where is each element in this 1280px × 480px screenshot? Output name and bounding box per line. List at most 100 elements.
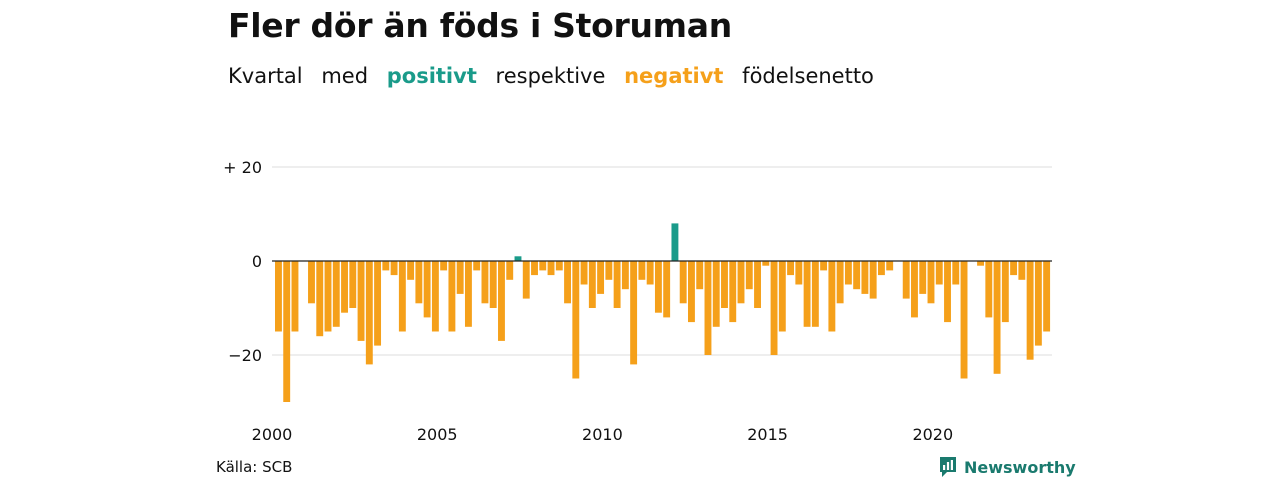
bar	[308, 261, 315, 304]
bar	[531, 261, 538, 276]
bar	[440, 261, 448, 271]
bar	[754, 261, 761, 308]
bar	[663, 261, 671, 318]
bar	[877, 261, 885, 276]
bar	[514, 256, 522, 261]
bar	[341, 261, 348, 313]
bar	[547, 261, 555, 276]
bar	[423, 261, 431, 318]
bar	[778, 261, 786, 332]
bar	[696, 261, 704, 290]
bar	[572, 261, 580, 379]
bar	[374, 261, 382, 346]
brand-name: Newsworthy	[964, 457, 1076, 477]
bar	[985, 261, 993, 318]
chart-subtitle: Kvartal med positivt respektive negativt…	[228, 64, 886, 88]
bar	[1010, 261, 1018, 276]
bar	[630, 261, 638, 365]
bar	[415, 261, 423, 304]
bar	[844, 261, 852, 285]
bar	[332, 261, 340, 327]
bar	[919, 261, 927, 294]
bar	[431, 261, 439, 332]
newsworthy-logo-icon	[940, 457, 956, 477]
bar	[489, 261, 497, 308]
bar	[960, 261, 968, 379]
bar	[316, 261, 324, 337]
bar	[836, 261, 844, 304]
bar	[473, 261, 481, 271]
bar	[498, 261, 505, 341]
bar	[737, 261, 745, 304]
x-tick-label: 2005	[417, 425, 458, 444]
brand-logo: Newsworthy	[938, 456, 1076, 478]
bar	[357, 261, 365, 341]
bar	[927, 261, 935, 304]
bar	[688, 261, 695, 323]
bar	[522, 261, 530, 299]
bar	[993, 261, 1001, 374]
bar	[820, 261, 828, 271]
bar	[977, 261, 984, 266]
bar	[382, 261, 390, 271]
bar	[1043, 261, 1051, 332]
bar	[275, 261, 282, 332]
bar	[721, 261, 728, 308]
bar	[349, 261, 357, 308]
bar	[762, 261, 770, 266]
bar	[770, 261, 778, 355]
bar	[729, 261, 737, 323]
bar	[324, 261, 332, 332]
bar	[787, 261, 795, 276]
subtitle-negative-word: negativt	[624, 64, 724, 88]
x-tick-label: 2020	[912, 425, 953, 444]
subtitle-text-med: med	[321, 64, 369, 88]
bar	[811, 261, 819, 327]
bar	[704, 261, 712, 355]
bar	[448, 261, 456, 332]
bar	[613, 261, 621, 308]
subtitle-text-respektive: respektive	[495, 64, 606, 88]
x-tick-label: 2015	[747, 425, 788, 444]
bar	[679, 261, 687, 304]
bar	[407, 261, 415, 280]
y-tick-label: 0	[252, 252, 262, 271]
subtitle-text-kvartal: Kvartal	[228, 64, 303, 88]
bar	[564, 261, 571, 304]
bar	[952, 261, 960, 285]
bar	[506, 261, 514, 280]
bar	[745, 261, 753, 290]
bar	[803, 261, 811, 327]
bar	[481, 261, 489, 304]
bar	[580, 261, 588, 285]
bar	[1026, 261, 1034, 360]
x-tick-label: 2000	[252, 425, 293, 444]
y-tick-label: + 20	[223, 158, 262, 177]
bar	[605, 261, 613, 280]
bar	[638, 261, 646, 280]
bar	[795, 261, 803, 285]
bar	[861, 261, 869, 294]
bar	[869, 261, 877, 299]
chart-title: Fler dör än föds i Storuman	[228, 6, 732, 45]
bar	[944, 261, 951, 323]
source-note: Källa: SCB	[216, 458, 293, 476]
bar	[902, 261, 910, 299]
bar	[398, 261, 406, 332]
bar	[464, 261, 472, 327]
bar	[712, 261, 720, 327]
bar	[365, 261, 373, 365]
bar	[291, 261, 299, 332]
bar	[671, 223, 679, 261]
subtitle-text-fodelsenetto: födelsenetto	[742, 64, 874, 88]
bar	[853, 261, 861, 290]
bar	[283, 261, 291, 402]
y-tick-label: −20	[228, 346, 262, 365]
bar	[886, 261, 894, 271]
bar	[1018, 261, 1026, 280]
bar	[646, 261, 654, 285]
bar	[539, 261, 547, 271]
bar	[654, 261, 662, 313]
bar	[555, 261, 563, 271]
